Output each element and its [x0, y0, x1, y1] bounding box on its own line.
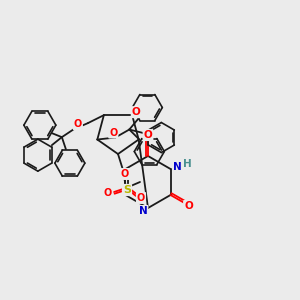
Text: O: O	[109, 128, 118, 137]
Text: O: O	[184, 201, 193, 211]
Text: O: O	[121, 169, 129, 179]
Text: N: N	[173, 162, 182, 172]
Text: O: O	[74, 119, 82, 129]
Text: O: O	[104, 188, 112, 198]
Text: N: N	[139, 206, 147, 216]
Text: S: S	[123, 185, 131, 195]
Text: O: O	[144, 130, 152, 140]
Text: O: O	[132, 107, 140, 117]
Text: H: H	[183, 159, 192, 169]
Text: O: O	[137, 193, 145, 203]
